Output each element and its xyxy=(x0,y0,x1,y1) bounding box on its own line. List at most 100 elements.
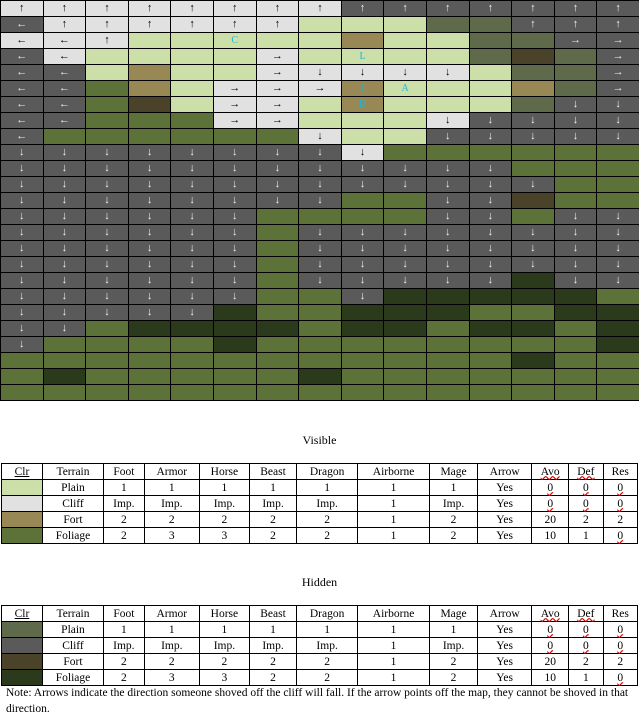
map-cell xyxy=(554,65,598,81)
map-cell xyxy=(171,97,214,113)
map-cell xyxy=(43,337,87,353)
terrain-stat: 2 xyxy=(568,511,604,528)
map-cell xyxy=(512,65,555,81)
map-cell xyxy=(597,337,639,353)
map-cell xyxy=(469,385,513,401)
terrain-stat: Yes xyxy=(477,527,533,544)
map-cell xyxy=(554,193,598,209)
map-cell xyxy=(384,289,427,305)
fall-direction-arrow: ↓ xyxy=(572,226,579,238)
map-cell: L xyxy=(341,49,385,65)
map-cell xyxy=(256,273,300,289)
terrain-color-swatch xyxy=(1,637,43,654)
map-cell: ↓ xyxy=(341,65,385,81)
map-cell xyxy=(128,321,172,337)
fall-direction-arrow: ← xyxy=(58,114,70,126)
map-cell xyxy=(426,321,470,337)
map-cell xyxy=(128,65,172,81)
map-cell xyxy=(86,129,129,145)
fall-direction-arrow: ↓ xyxy=(104,146,110,158)
map-cell: ↓ xyxy=(213,209,257,225)
terrain-stat: 2 xyxy=(602,511,639,528)
map-cell xyxy=(171,65,214,81)
column-header: Foot xyxy=(102,463,145,480)
map-cell: ↓ xyxy=(43,177,87,193)
map-cell: ↓ xyxy=(86,257,129,273)
map-cell: ↓ xyxy=(554,257,598,273)
map-cell: ↓ xyxy=(128,273,172,289)
map-cell xyxy=(554,369,598,385)
fall-direction-arrow: ↓ xyxy=(61,162,68,174)
fall-direction-arrow: → xyxy=(271,82,283,94)
terrain-stat: 2 xyxy=(248,653,298,670)
fall-direction-arrow: ↓ xyxy=(317,130,323,142)
map-cell: ↓ xyxy=(512,177,555,193)
terrain-stat: 1 xyxy=(102,621,145,638)
terrain-stat: 1 xyxy=(198,479,250,496)
map-cell: ↓ xyxy=(341,289,385,305)
map-cell: ↑ xyxy=(512,1,555,17)
map-grid: ↑ ↑ ↑ ↑ ↑ ↑ ↑ ↑ ↑ ↑ ↑ ↑ ↑ ↑ ↑ ← ↑ ↑ ↑ ↑ ↑ ↑ ↑ ↑ ↑ ← ← ↑ C → → ← ← → L → ← ← → ↓… xyxy=(0,0,639,401)
fall-direction-arrow: ↑ xyxy=(189,2,195,14)
terrain-stat: 1 xyxy=(428,479,479,496)
fall-direction-arrow: ↓ xyxy=(444,114,451,126)
fall-direction-arrow: ↓ xyxy=(615,114,621,126)
map-cell xyxy=(1,385,44,401)
map-cell: ← xyxy=(1,33,44,49)
fall-direction-arrow: ↓ xyxy=(487,274,494,286)
map-cell xyxy=(1,369,44,385)
fall-direction-arrow: ↓ xyxy=(572,130,579,142)
fall-direction-arrow: ↑ xyxy=(444,2,451,14)
terrain-stat: 2 xyxy=(296,527,359,544)
map-cell: ← xyxy=(43,97,87,113)
map-cell xyxy=(213,369,257,385)
map-cell xyxy=(299,113,342,129)
map-cell: ↓ xyxy=(213,273,257,289)
column-header: Armor xyxy=(143,463,200,480)
map-cell xyxy=(512,97,555,113)
fall-direction-arrow: ↓ xyxy=(104,258,110,270)
map-cell xyxy=(426,289,470,305)
map-cell xyxy=(341,209,385,225)
map-cell xyxy=(426,385,470,401)
fall-direction-arrow: ↓ xyxy=(402,242,408,254)
fall-direction-arrow: ↓ xyxy=(19,146,25,158)
map-cell: ← xyxy=(1,113,44,129)
map-cell: ↓ xyxy=(171,257,214,273)
map-cell: ↓ xyxy=(1,337,44,353)
fall-direction-arrow: → xyxy=(314,82,326,94)
fall-direction-arrow: ↓ xyxy=(615,226,621,238)
map-cell: ↓ xyxy=(299,193,342,209)
terrain-row: Cliff Imp. Imp. Imp. Imp. Imp. 1 Imp. Yes 0 0 0 xyxy=(1,495,639,512)
column-header: Beast xyxy=(248,605,298,622)
map-cell: ← xyxy=(43,33,87,49)
fall-direction-arrow: ↑ xyxy=(19,2,25,14)
fall-direction-arrow: ↑ xyxy=(317,2,323,14)
map-cell xyxy=(469,321,513,337)
terrain-name: Foliage xyxy=(42,669,104,686)
fall-direction-arrow: ↓ xyxy=(146,178,153,190)
fall-direction-arrow: ↓ xyxy=(487,194,494,206)
map-cell xyxy=(512,161,555,177)
map-cell xyxy=(86,337,129,353)
map-cell: ↓ xyxy=(213,225,257,241)
map-cell xyxy=(426,145,470,161)
fall-direction-arrow: ↓ xyxy=(402,274,408,286)
terrain-stat: Imp. xyxy=(198,495,250,512)
map-cell xyxy=(128,49,172,65)
terrain-color-swatch xyxy=(1,479,43,496)
terrain-stat: 0 xyxy=(602,637,639,654)
map-cell xyxy=(341,33,385,49)
column-header: Def xyxy=(568,605,604,622)
map-cell xyxy=(597,161,639,177)
fall-direction-arrow: ↓ xyxy=(104,226,110,238)
fall-direction-arrow: ↓ xyxy=(61,274,68,286)
map-cell xyxy=(469,289,513,305)
map-cell: ↓ xyxy=(1,177,44,193)
fall-direction-arrow: ↓ xyxy=(104,242,110,254)
map-cell: ↓ xyxy=(171,273,214,289)
fall-direction-arrow: ← xyxy=(16,18,28,30)
fall-direction-arrow: ↓ xyxy=(232,258,238,270)
map-cell xyxy=(256,305,300,321)
fall-direction-arrow: ↓ xyxy=(359,162,366,174)
